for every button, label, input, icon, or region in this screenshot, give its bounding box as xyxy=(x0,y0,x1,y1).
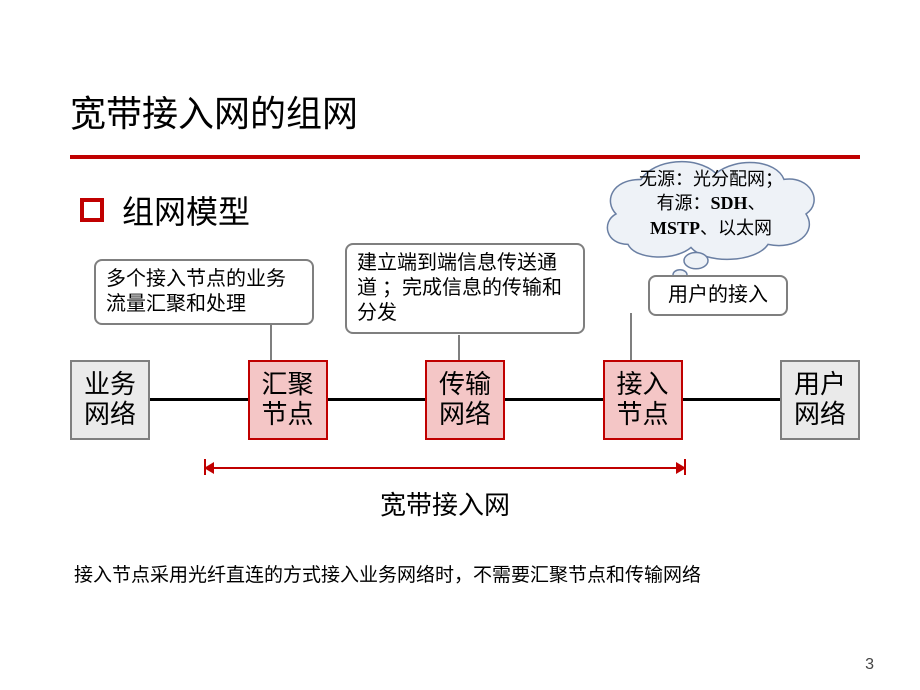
cloud-line2c: 、 xyxy=(748,193,766,213)
pointer-trans xyxy=(458,335,460,361)
nodes-row: 业务 网络 汇聚 节点 传输 网络 接入 节点 用户 网络 xyxy=(70,360,860,440)
pointer-access xyxy=(630,313,632,361)
cloud-line2a: 有源： xyxy=(656,193,710,213)
connector xyxy=(150,398,247,401)
node-service-network: 业务 网络 xyxy=(70,360,150,440)
range-bracket xyxy=(204,453,686,483)
cloud-line3b: 、以太网 xyxy=(700,218,772,238)
bracket-line xyxy=(204,467,686,469)
connector xyxy=(505,398,602,401)
node-access: 接入 节点 xyxy=(603,360,683,440)
subtitle: 组网模型 xyxy=(122,187,250,233)
diagram-area: 多个接入节点的业务流量汇聚和处理 建立端到端信息传送通道 ；完成信息的传输和分发… xyxy=(70,255,860,515)
slide-title: 宽带接入网的组网 xyxy=(70,85,850,149)
slide: 宽带接入网的组网 组网模型 无源：光分配网； 有源：SDH、 MSTP、以太网 … xyxy=(0,0,920,690)
cloud-line3a: MSTP xyxy=(650,218,700,238)
connector xyxy=(683,398,780,401)
cloud-line1: 无源：光分配网； xyxy=(639,169,783,189)
bullet-square-icon xyxy=(80,198,104,222)
connector xyxy=(328,398,425,401)
cloud-callout: 无源：光分配网； 有源：SDH、 MSTP、以太网 xyxy=(596,151,826,261)
node-user-network: 用户 网络 xyxy=(780,360,860,440)
desc-transport: 建立端到端信息传送通道 ；完成信息的传输和分发 xyxy=(345,243,585,334)
bracket-label: 宽带接入网 xyxy=(380,485,510,522)
cloud-text: 无源：光分配网； 有源：SDH、 MSTP、以太网 xyxy=(596,151,826,240)
pointer-agg xyxy=(270,325,272,361)
node-aggregation: 汇聚 节点 xyxy=(248,360,328,440)
cloud-line2b: SDH xyxy=(710,193,747,213)
desc-access: 用户的接入 xyxy=(648,275,788,316)
bracket-end-right xyxy=(684,459,686,475)
page-number: 3 xyxy=(865,656,874,674)
footnote: 接入节点采用光纤直连的方式接入业务网络时，不需要汇聚节点和传输网络 xyxy=(74,560,701,587)
desc-aggregation: 多个接入节点的业务流量汇聚和处理 xyxy=(94,259,314,325)
node-transport: 传输 网络 xyxy=(425,360,505,440)
